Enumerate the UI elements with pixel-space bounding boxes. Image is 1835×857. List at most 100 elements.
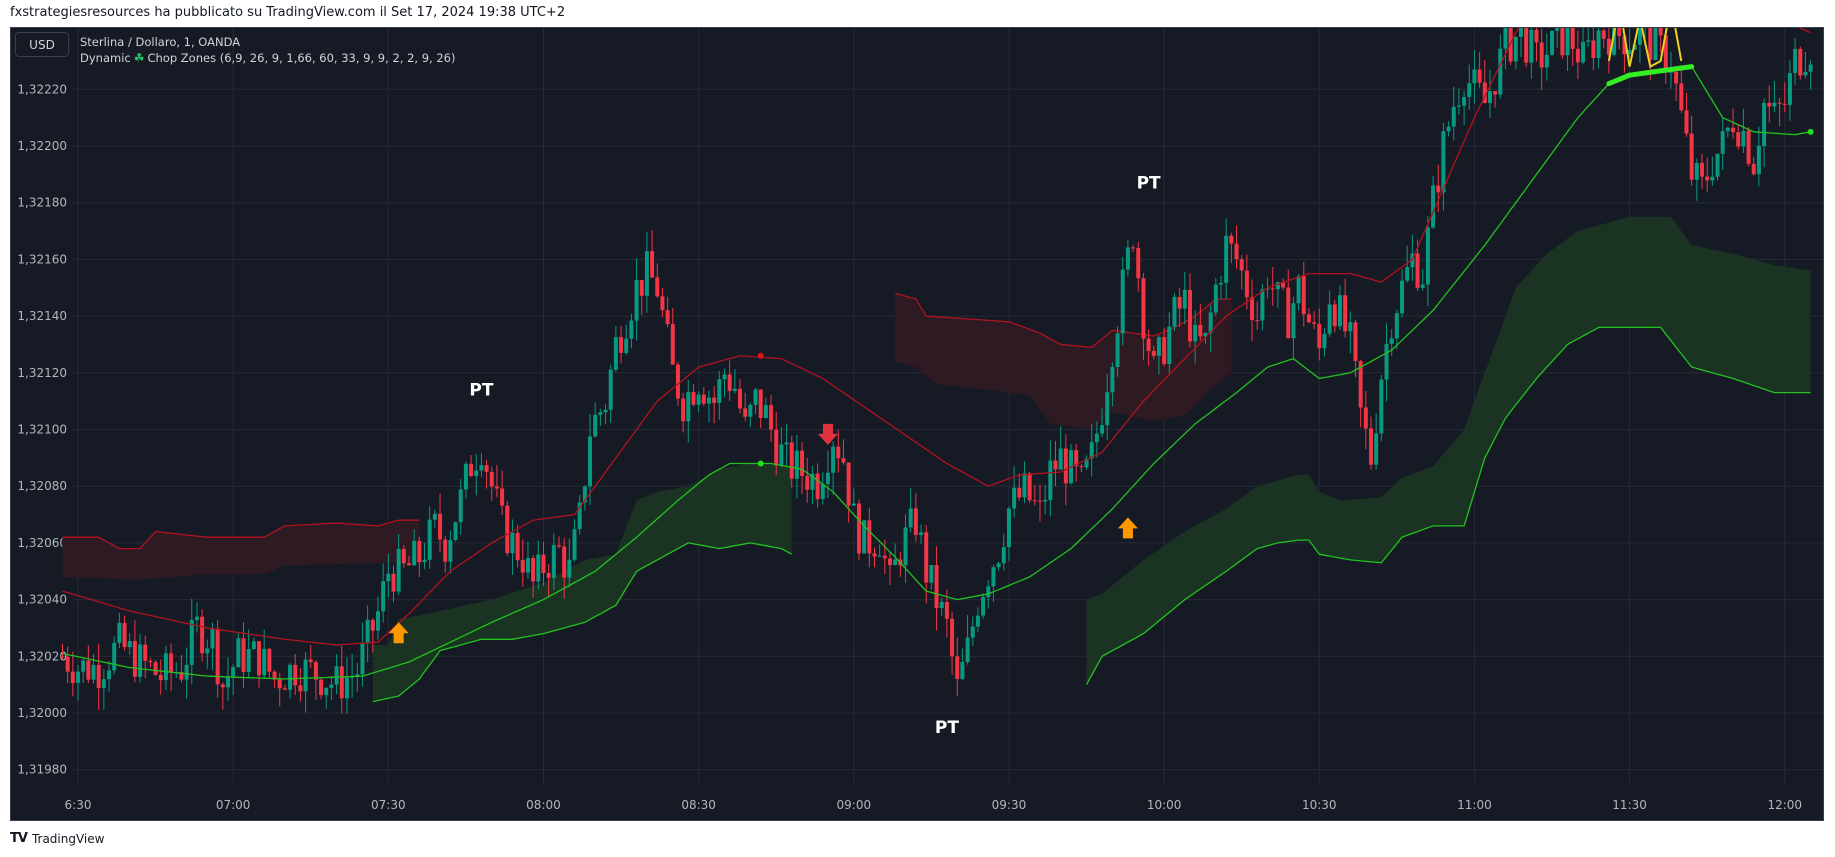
candle-body [743, 408, 748, 417]
candle-body [619, 337, 624, 353]
candle-body [143, 644, 148, 661]
candle-body [665, 310, 670, 325]
candle-body [360, 643, 365, 675]
candle-body [696, 394, 701, 405]
candle-body [1332, 304, 1337, 327]
y-axis-label: 1,32040 [17, 593, 67, 607]
candle-body [1136, 248, 1141, 279]
candle-body [660, 296, 665, 311]
candle-body [1498, 48, 1503, 95]
candle-body [277, 679, 282, 689]
currency-button[interactable]: USD [15, 32, 69, 57]
candle-body [753, 389, 758, 405]
candle-body [494, 486, 499, 489]
candle-body [1317, 323, 1322, 349]
candle-body [334, 666, 339, 685]
candle-body [970, 626, 975, 638]
candle-body [225, 677, 230, 688]
candle-body [432, 513, 437, 520]
candle-body [738, 388, 743, 409]
candle-body [1363, 407, 1368, 429]
candle-body [1022, 473, 1027, 498]
candle-body [1063, 448, 1068, 484]
candle-body [913, 508, 918, 535]
candle-body [536, 554, 541, 582]
candle-body [675, 364, 680, 399]
candle-body [706, 397, 711, 404]
candle-body [96, 664, 101, 689]
candle-body [1731, 127, 1736, 133]
candle-body [117, 622, 122, 643]
candle-body [458, 489, 463, 523]
candle-body [60, 656, 65, 658]
candle-body [81, 660, 86, 672]
candle-body [1296, 276, 1301, 304]
candle-body [298, 685, 303, 692]
candle-body [1301, 276, 1306, 315]
x-axis-label: 11:30 [1612, 798, 1647, 812]
candle-body [1710, 176, 1715, 181]
candle-body [231, 667, 236, 678]
indicator-line[interactable]: Dynamic ☘ Chop Zones (6,9, 26, 9, 1,66, 60… [80, 50, 455, 66]
candle-body [608, 369, 613, 410]
candle-body [1555, 28, 1560, 31]
y-axis-label: 1,31980 [17, 763, 67, 777]
candle-body [1120, 269, 1125, 334]
candle-body [779, 444, 784, 466]
candle-body [1663, 35, 1668, 73]
x-axis-label: 07:00 [216, 798, 251, 812]
candle-body [1772, 102, 1777, 107]
candle-body [220, 684, 225, 688]
pt-label: PT [469, 380, 493, 400]
candle-body [1327, 304, 1332, 334]
candle-body [1255, 320, 1260, 322]
candle-body [1715, 153, 1720, 177]
candle-body [1456, 105, 1461, 107]
candle-body [122, 622, 127, 648]
pt-label: PT [935, 718, 959, 738]
candle-body [1798, 48, 1803, 76]
candle-body [924, 532, 929, 583]
candle-body [391, 573, 396, 592]
arrow-down-icon [817, 423, 838, 445]
candle-body [546, 573, 551, 578]
candle-body [1379, 379, 1384, 434]
candle-body [1125, 247, 1130, 270]
candle-body [1648, 28, 1653, 60]
candle-body [138, 644, 143, 677]
candle-body [293, 664, 298, 686]
published-by-text: fxstrategiesresources ha pubblicato su T… [10, 5, 566, 20]
candle-body [344, 677, 349, 699]
candle-body [1725, 127, 1730, 132]
chart-panel[interactable]: 1,32220 1,32200 1,32180 1,32160 1,32140 1,321… [10, 27, 1824, 821]
candle-body [1431, 185, 1436, 228]
candle-body [872, 553, 877, 557]
candle-body [241, 638, 246, 672]
candle-body [1172, 297, 1177, 327]
candle-body [1627, 49, 1632, 55]
candle-body [567, 559, 572, 578]
y-axis-label: 1,32160 [17, 252, 67, 266]
red-zone-border [895, 292, 1232, 348]
candle-body [1787, 73, 1792, 105]
signal-dot [1807, 128, 1814, 135]
candle-body [1384, 343, 1389, 380]
candle-body [127, 641, 132, 648]
green-zone-border [1085, 326, 1811, 686]
price-chart[interactable]: 1,32220 1,32200 1,32180 1,32160 1,32140 1,321… [11, 28, 1823, 820]
candle-body [1032, 500, 1037, 502]
candle-body [417, 540, 422, 563]
candle-body [1586, 40, 1591, 42]
x-axis-label: 08:00 [526, 798, 561, 812]
candle-body [1596, 30, 1601, 59]
candle-body [1353, 322, 1358, 362]
x-axis-label: 09:30 [992, 798, 1027, 812]
candle-body [1415, 253, 1420, 288]
red-trend-line [62, 28, 1811, 646]
candle-body [282, 688, 287, 690]
candle-body [815, 473, 820, 500]
candle-body [691, 392, 696, 405]
candle-body [412, 540, 417, 566]
candle-body [851, 503, 856, 506]
symbol-line[interactable]: Sterlina / Dollaro, 1, OANDA [80, 35, 241, 49]
